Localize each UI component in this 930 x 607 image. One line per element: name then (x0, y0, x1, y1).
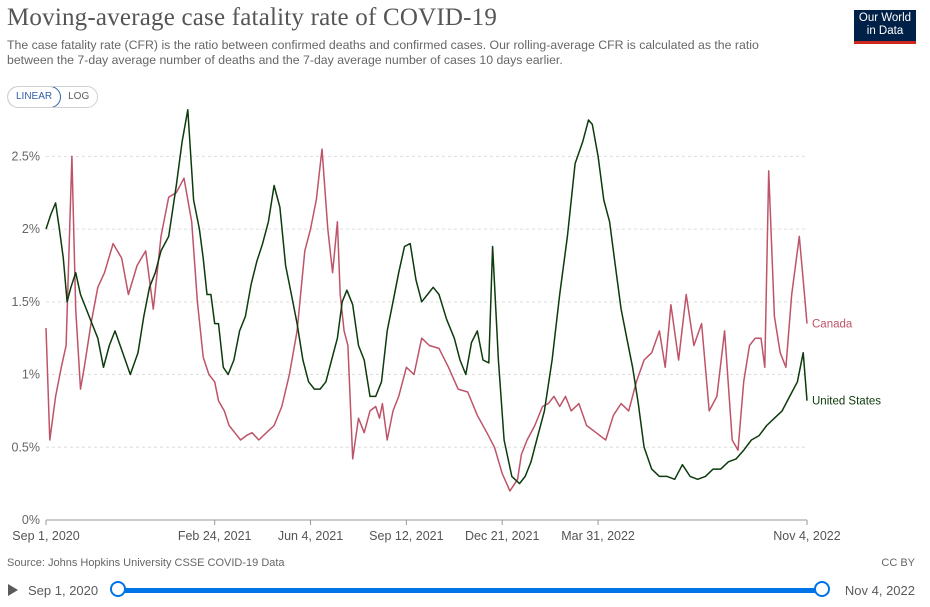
series-line-united-states (45, 109, 808, 485)
linear-scale-button[interactable]: LINEAR (8, 87, 62, 107)
timeline: Sep 1, 2020 Nov 4, 2022 (0, 578, 930, 604)
y-tick-label: 0% (22, 513, 40, 527)
x-tick-label: Feb 24, 2021 (178, 529, 252, 543)
scale-toggle: LINEAR LOG (7, 86, 99, 108)
series-line-canada (45, 148, 808, 492)
y-tick-label: 2% (22, 222, 40, 236)
timeline-end-label: Nov 4, 2022 (844, 583, 915, 598)
x-tick-label: Jun 4, 2021 (278, 529, 343, 543)
logo-line-2: in Data (866, 25, 904, 37)
timeline-end-handle[interactable] (814, 581, 830, 597)
y-tick-label: 0.5% (12, 440, 41, 454)
x-tick-label: Dec 21, 2021 (465, 529, 539, 543)
log-scale-button[interactable]: LOG (68, 91, 90, 102)
owid-logo[interactable]: Our World in Data (854, 10, 916, 44)
timeline-track[interactable] (117, 588, 822, 593)
x-tick-label: Mar 31, 2022 (561, 529, 635, 543)
source-note: Source: Johns Hopkins University CSSE CO… (7, 557, 285, 569)
logo-line-1: Our World (858, 12, 912, 24)
line-chart: 0% 0.5% 1% 1.5% 2% 2.5% Sep 1, 2020 Feb 24, 202… (12, 109, 881, 543)
play-icon[interactable] (8, 584, 18, 596)
license-link[interactable]: CC BY (881, 557, 915, 569)
timeline-start-handle[interactable] (110, 581, 126, 597)
y-tick-label: 1.5% (12, 295, 41, 309)
timeline-start-label: Sep 1, 2020 (28, 583, 99, 598)
y-tick-label: 1% (22, 368, 40, 382)
x-tick-label: Sep 1, 2020 (12, 529, 79, 543)
series-label-canada: Canada (812, 319, 853, 331)
x-tick-label: Nov 4, 2022 (773, 529, 840, 543)
chart-subtitle: The case fatality rate (CFR) is the rati… (7, 38, 759, 67)
y-tick-label: 2.5% (12, 149, 41, 163)
x-tick-label: Sep 12, 2021 (369, 529, 443, 543)
chart-title: Moving-average case fatality rate of COV… (7, 4, 498, 31)
series-label-united-states: United States (812, 396, 881, 408)
